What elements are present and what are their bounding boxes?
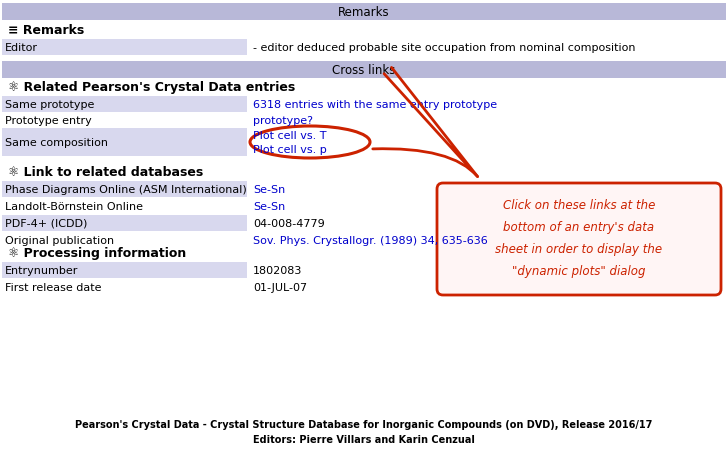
Text: First release date: First release date	[5, 282, 101, 292]
Text: Same composition: Same composition	[5, 138, 108, 148]
Bar	[2, 233, 247, 248]
Text: bottom of an entry's data: bottom of an entry's data	[504, 221, 654, 234]
Text: - editor deduced probable site occupation from nominal composition: - editor deduced probable site occupatio…	[253, 43, 636, 53]
Bar	[2, 182, 247, 197]
Text: Plot cell vs. T: Plot cell vs. T	[253, 131, 326, 141]
Text: Entrynumber: Entrynumber	[5, 265, 79, 275]
Bar	[2, 129, 247, 157]
Text: ⚛ Processing information: ⚛ Processing information	[8, 246, 186, 259]
Text: sheet in order to display the: sheet in order to display the	[496, 243, 662, 256]
Text: 04-008-4779: 04-008-4779	[253, 218, 325, 229]
Text: PDF-4+ (ICDD): PDF-4+ (ICDD)	[5, 218, 87, 229]
FancyBboxPatch shape	[437, 184, 721, 295]
Text: "dynamic plots" dialog: "dynamic plots" dialog	[513, 265, 646, 278]
Text: Editors: Pierre Villars and Karin Cenzual: Editors: Pierre Villars and Karin Cenzua…	[253, 434, 475, 444]
Text: ⚛ Related Pearson's Crystal Data entries: ⚛ Related Pearson's Crystal Data entries	[8, 80, 296, 93]
Text: Remarks: Remarks	[339, 6, 389, 19]
Text: Se-Sn: Se-Sn	[253, 185, 285, 195]
Bar	[2, 216, 247, 231]
Text: Landolt-Börnstein Online: Landolt-Börnstein Online	[5, 202, 143, 212]
Text: Editor: Editor	[5, 43, 38, 53]
Text: ⚛ Link to related databases: ⚛ Link to related databases	[8, 165, 203, 178]
Text: Phase Diagrams Online (ASM International): Phase Diagrams Online (ASM International…	[5, 185, 247, 195]
Text: 1802083: 1802083	[253, 265, 302, 275]
Bar	[2, 97, 247, 113]
Text: Prototype entry: Prototype entry	[5, 116, 92, 126]
Text: Sov. Phys. Crystallogr. (1989) 34, 635-636: Sov. Phys. Crystallogr. (1989) 34, 635-6…	[253, 235, 488, 246]
Text: Click on these links at the: Click on these links at the	[503, 199, 655, 212]
Text: 6318 entries with the same entry prototype: 6318 entries with the same entry prototy…	[253, 100, 497, 110]
Text: Original publication: Original publication	[5, 235, 114, 246]
Text: Pearson's Crystal Data - Crystal Structure Database for Inorganic Compounds (on : Pearson's Crystal Data - Crystal Structu…	[75, 419, 653, 429]
Bar	[2, 62, 726, 79]
Text: Se-Sn: Se-Sn	[253, 202, 285, 212]
Text: Plot cell vs. p: Plot cell vs. p	[253, 145, 327, 155]
Text: prototype?: prototype?	[253, 116, 313, 126]
Text: β& Related Pearson's Crystal Data entries: β& Related Pearson's Crystal Data entrie…	[0, 458, 1, 459]
Bar	[2, 280, 247, 295]
Text: Same prototype: Same prototype	[5, 100, 95, 110]
Text: 01-JUL-07: 01-JUL-07	[253, 282, 307, 292]
Bar	[2, 113, 247, 129]
Text: ≡ Remarks: ≡ Remarks	[8, 23, 84, 36]
Text: Cross links: Cross links	[332, 64, 396, 77]
Text: &# Related Pearson's Crystal Data entries: &# Related Pearson's Crystal Data entrie…	[0, 458, 1, 459]
Bar	[2, 263, 247, 279]
Text: ♞ Related Pearson's Crystal Data entries: ♞ Related Pearson's Crystal Data entries	[0, 458, 1, 459]
Bar	[2, 4, 726, 21]
Bar	[2, 199, 247, 214]
Bar	[2, 40, 247, 56]
Text: &#: &#	[0, 458, 1, 459]
